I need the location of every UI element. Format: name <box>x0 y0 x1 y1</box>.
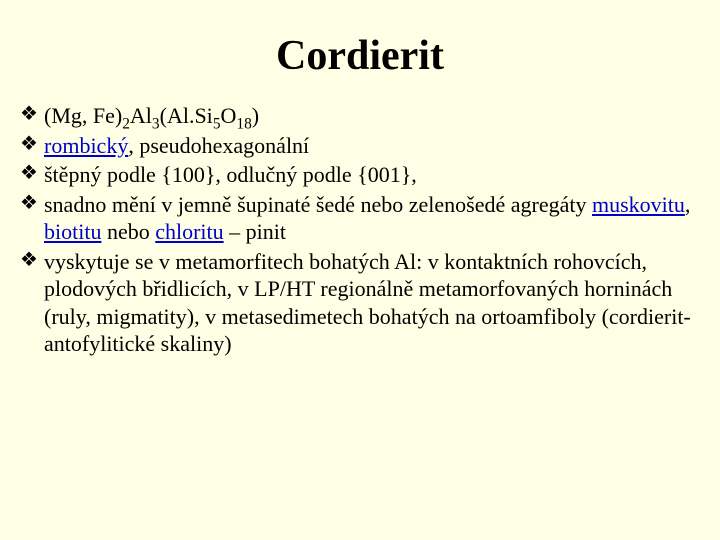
text-run: nebo <box>101 219 155 244</box>
text-run: Al <box>130 103 152 128</box>
mineral-link[interactable]: biotitu <box>44 219 101 244</box>
subscript: 5 <box>213 115 221 132</box>
bullet-item: (Mg, Fe)2Al3(Al.Si5O18) <box>18 102 702 130</box>
mineral-link[interactable]: muskovitu <box>592 192 685 217</box>
text-run: O <box>221 103 237 128</box>
mineral-link[interactable]: chloritu <box>155 219 223 244</box>
mineral-link[interactable]: rombický <box>44 133 128 158</box>
text-run: (Al.Si <box>160 103 213 128</box>
text-run: ) <box>252 103 259 128</box>
bullet-item: rombický, pseudohexagonální <box>18 132 702 160</box>
text-run: snadno mění v jemně šupinaté šedé nebo z… <box>44 192 592 217</box>
slide-title: Cordierit <box>18 32 702 80</box>
bullet-list: (Mg, Fe)2Al3(Al.Si5O18)rombický, pseudoh… <box>18 102 702 358</box>
text-run: štěpný podle {100}, odlučný podle {001}, <box>44 162 417 187</box>
text-run: , <box>685 192 691 217</box>
bullet-item: vyskytuje se v metamorfitech bohatých Al… <box>18 248 702 358</box>
bullet-item: snadno mění v jemně šupinaté šedé nebo z… <box>18 191 702 246</box>
subscript: 2 <box>122 115 130 132</box>
subscript: 3 <box>152 115 160 132</box>
text-run: vyskytuje se v metamorfitech bohatých Al… <box>44 249 691 357</box>
bullet-item: štěpný podle {100}, odlučný podle {001}, <box>18 161 702 189</box>
text-run: , pseudohexagonální <box>128 133 309 158</box>
subscript: 18 <box>236 115 251 132</box>
text-run: (Mg, Fe) <box>44 103 122 128</box>
text-run: – pinit <box>224 219 286 244</box>
